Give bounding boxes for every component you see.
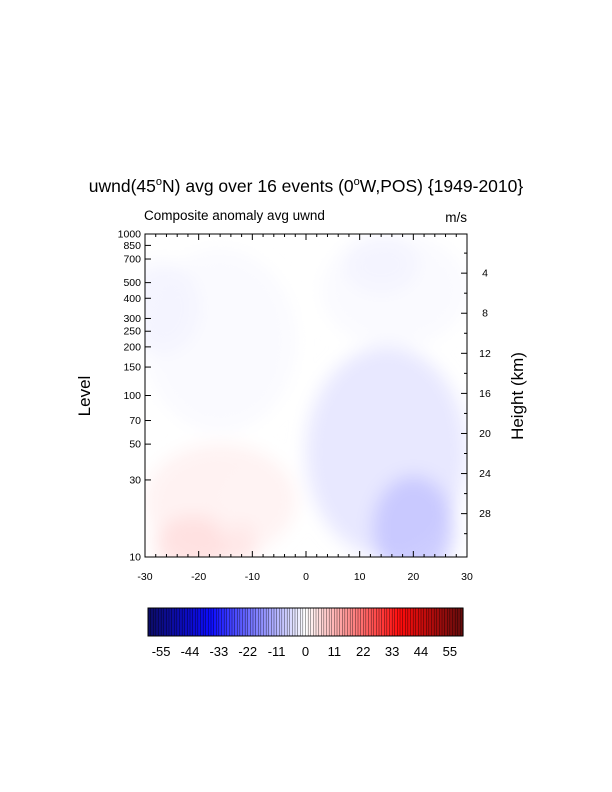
title-part-3: W,POS) {1949-2010} [359,176,524,196]
y-tick-label: 30 [129,474,141,486]
chart-title: uwnd(45oN) avg over 16 events (0oW,POS) … [0,176,612,197]
colorbar-tick-label: -55 [152,644,171,659]
x-tick-label: -30 [137,571,152,583]
y-tick-label: 10 [129,552,141,564]
anomaly-core-1 [228,522,256,557]
colorbar-tick-label: -33 [209,644,228,659]
colorbar-tick-label: 44 [414,644,428,659]
y-tick-label: 300 [123,313,141,325]
y-tick-label: 100 [123,390,141,402]
colorbar-tick-label: 11 [328,644,342,659]
title-part-1: uwnd(45 [88,176,156,196]
y-tick-label: 850 [123,240,141,252]
colorbar-tick-label: -11 [268,644,286,659]
y-tick-label: 150 [123,362,141,374]
colorbar-tick-label: -44 [181,644,200,659]
y-axis-label: Level [75,376,94,417]
subtitle-left: Composite anomaly avg uwnd [144,208,325,223]
colorbar-tick-label: -22 [238,644,257,659]
y-tick-label: 1000 [118,229,142,241]
x-tick-label: 0 [303,571,309,583]
x-tick-label: 30 [461,571,473,583]
anomaly-core-0 [155,515,231,557]
colorbar-tick-label: 33 [385,644,399,659]
anomaly-core-2 [373,476,454,557]
field-blobs [145,234,467,557]
y-tick-label: 700 [123,254,141,266]
y-axis-label-right: Height (km) [508,352,527,440]
height-tick-label: 12 [479,348,491,360]
colorbar-frame [147,607,464,637]
anomaly-field [145,234,467,557]
colorbar-tick-label: 0 [302,644,309,659]
height-tick-label: 4 [482,268,488,280]
degree-sign-1: o [155,176,163,189]
title-part-2: N) avg over 16 events (0 [162,176,354,196]
colorbar: -55 -44 -33 -22 -11 0 11 22 33 44 55 [147,607,464,659]
x-tick-label: 20 [407,571,419,583]
y-tick-label: 500 [123,277,141,289]
x-tick-label: 10 [354,571,366,583]
height-tick-label: 28 [479,508,491,520]
y-tick-label: 400 [123,293,141,305]
y-tick-label: 50 [129,439,141,451]
height-tick-label: 16 [479,388,491,400]
anomaly-core-3 [145,262,199,354]
height-tick-label: 8 [482,308,488,320]
axes: -30 -20 -10 0 10 20 30100085070050040030025020… [118,229,491,584]
anomaly-core-4 [344,235,418,293]
colorbar-tick-label: 22 [356,644,370,659]
subtitle-right: m/s [445,210,467,225]
height-tick-label: 24 [479,468,491,480]
x-tick-label: -20 [191,571,206,583]
y-tick-label: 250 [123,326,141,338]
y-tick-label: 70 [129,415,141,427]
height-tick-label: 20 [479,428,491,440]
degree-sign-2: o [353,176,360,189]
x-tick-label: -10 [245,571,260,583]
y-tick-label: 200 [123,341,141,353]
colorbar-tick-label: 55 [443,644,457,659]
